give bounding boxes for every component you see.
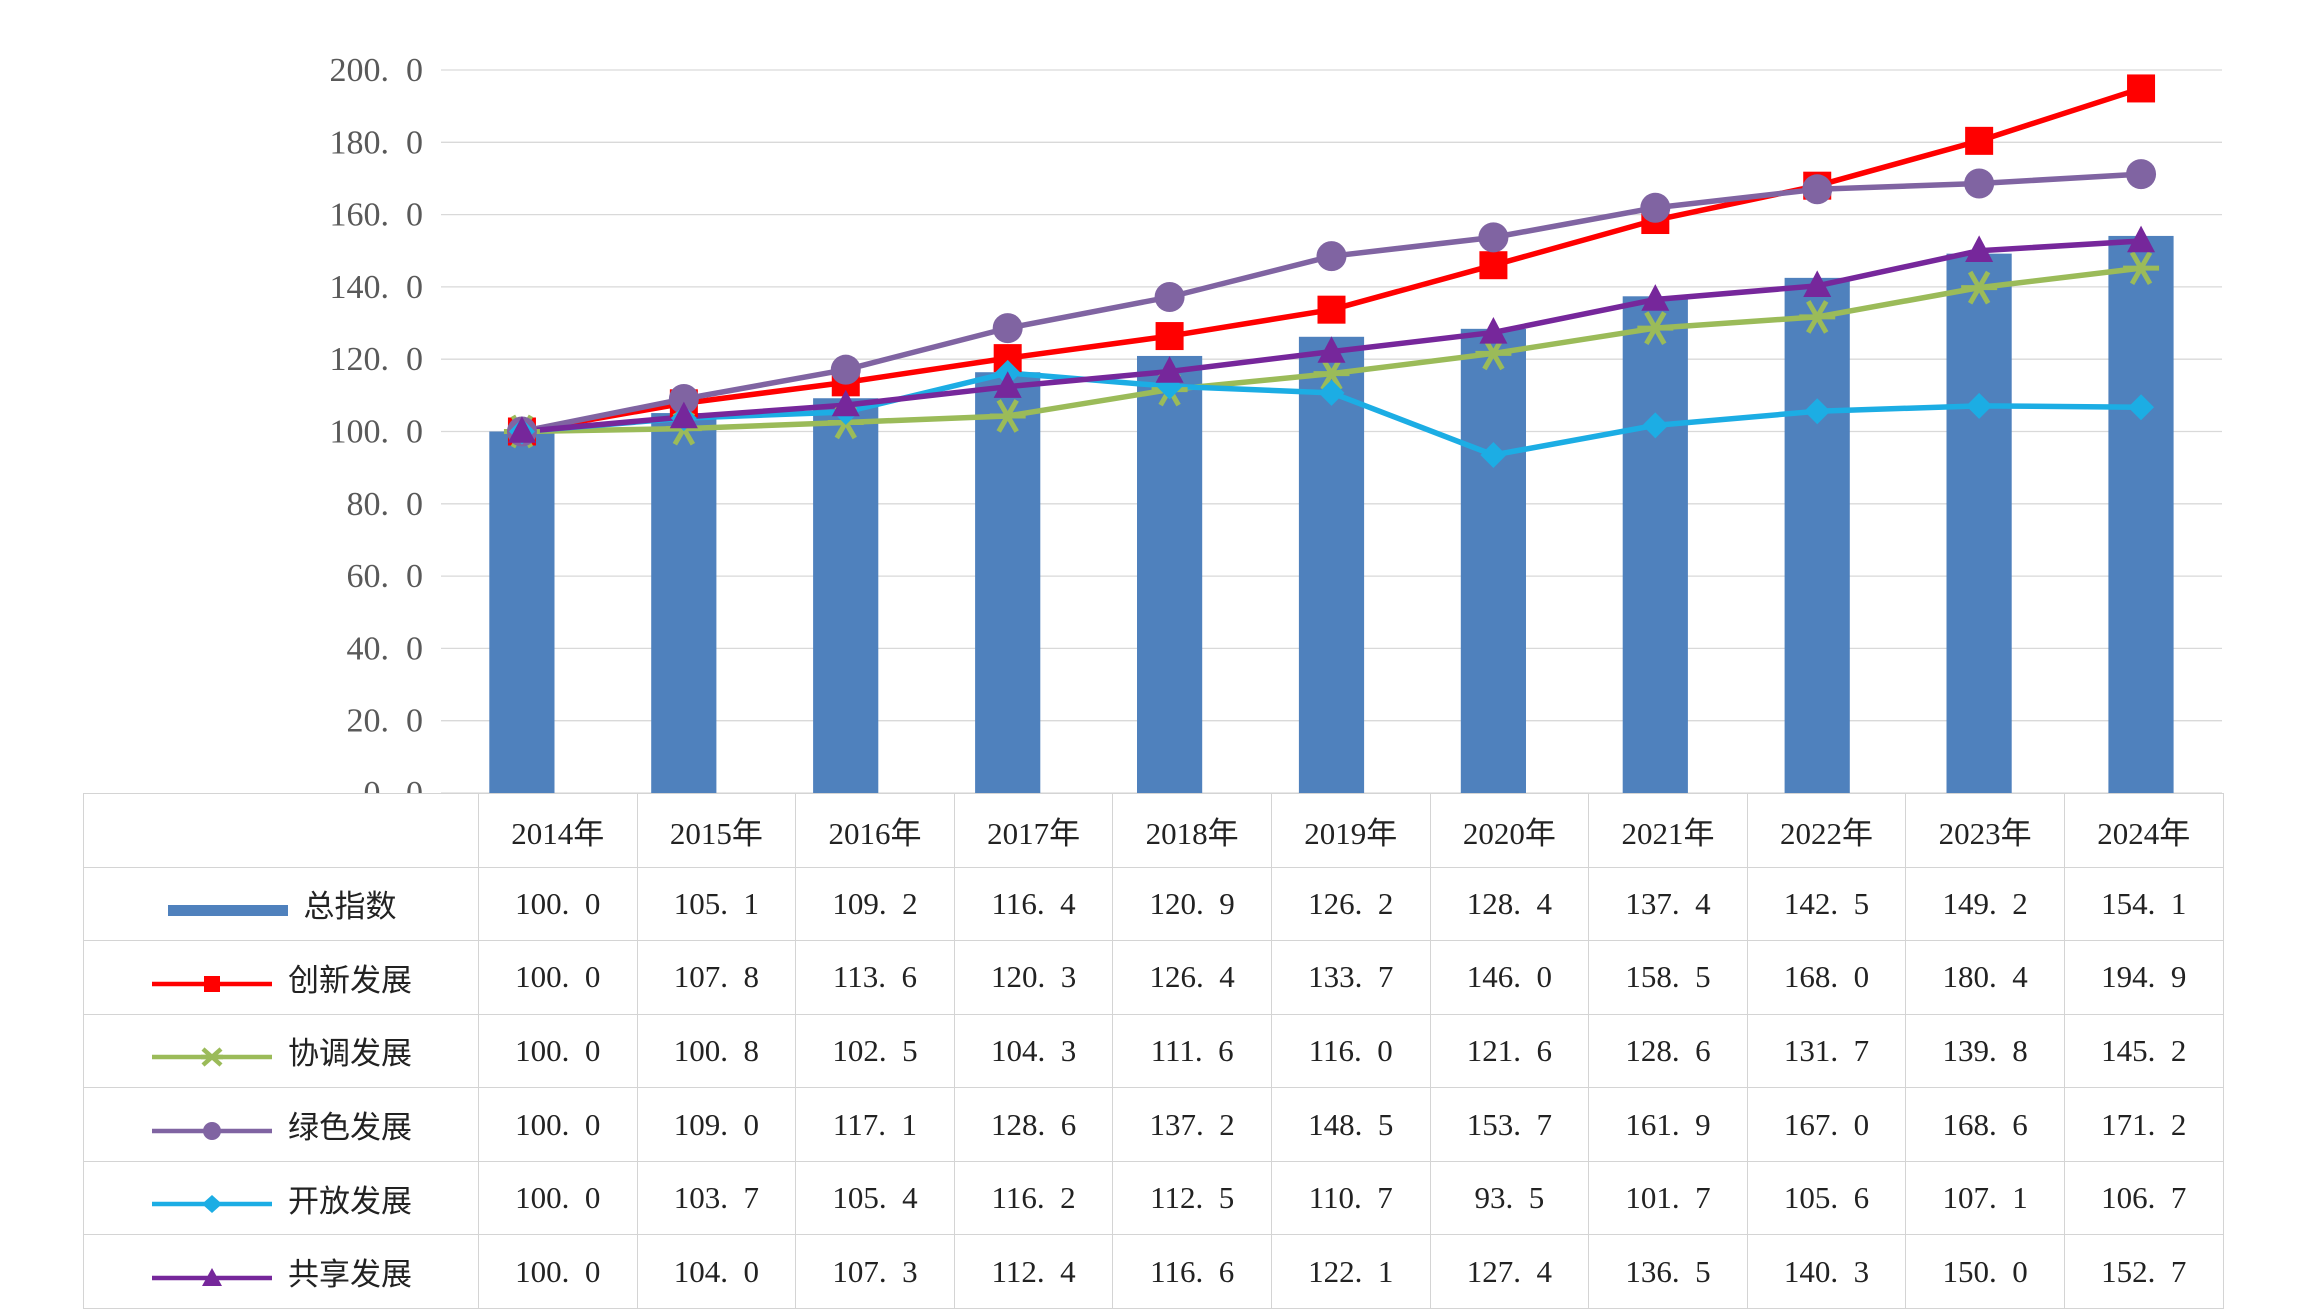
svg-text:20. 0: 20. 0 <box>347 703 424 740</box>
svg-text:200. 0: 200. 0 <box>330 52 424 89</box>
svg-text:180. 0: 180. 0 <box>330 124 424 161</box>
svg-text:160. 0: 160. 0 <box>330 197 424 234</box>
svg-text:60. 0: 60. 0 <box>347 558 424 595</box>
svg-text:0. 0: 0. 0 <box>364 775 424 793</box>
svg-text:140. 0: 140. 0 <box>330 269 424 306</box>
svg-text:100. 0: 100. 0 <box>330 414 424 451</box>
svg-text:80. 0: 80. 0 <box>347 486 424 523</box>
svg-text:40. 0: 40. 0 <box>347 630 424 667</box>
svg-text:120. 0: 120. 0 <box>330 341 424 378</box>
